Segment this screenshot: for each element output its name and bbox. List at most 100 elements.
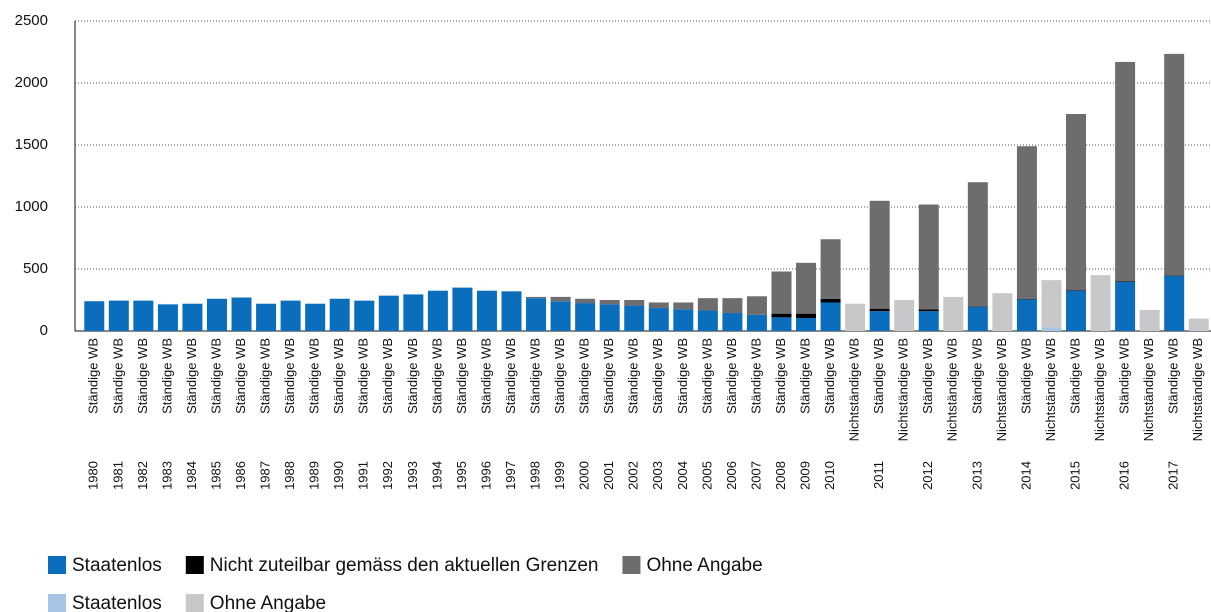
bar-segment	[918, 204, 939, 310]
bar-segment	[476, 290, 497, 331]
year-label: 2010	[822, 461, 837, 490]
year-label: 2011	[871, 461, 886, 489]
bar-segment	[967, 182, 988, 307]
y-tick-label: 0	[40, 322, 48, 339]
x-tick-label: Ständige WB	[626, 338, 641, 414]
x-tick-label: Ständige WB	[356, 338, 371, 414]
year-label: 1999	[552, 461, 567, 490]
year-label: 1986	[233, 461, 248, 490]
x-tick-label: Ständige WB	[773, 338, 788, 414]
x-tick-label: Ständige WB	[1018, 338, 1033, 414]
bar-segment	[746, 296, 767, 315]
bar-segment	[1090, 275, 1111, 331]
bar-segment	[992, 293, 1013, 331]
year-label: 2012	[920, 461, 935, 490]
bar-segment	[796, 262, 817, 314]
year-label: 1991	[356, 461, 371, 490]
year-label: 2002	[626, 461, 641, 490]
bar-segment	[526, 296, 547, 299]
legend-label: Staatenlos	[72, 593, 162, 612]
legend-label: Staatenlos	[72, 555, 162, 576]
bar-segment	[648, 302, 669, 309]
x-tick-label: Ständige WB	[1166, 338, 1181, 414]
x-tick-label: Ständige WB	[380, 338, 395, 414]
year-label: 1990	[331, 461, 346, 490]
bar-segment	[697, 310, 718, 331]
x-tick-label: Ständige WB	[86, 338, 101, 414]
x-tick-label: Ständige WB	[110, 338, 125, 414]
bar-segment	[918, 311, 939, 331]
x-tick-label: Ständige WB	[258, 338, 273, 414]
year-label: 1980	[86, 461, 101, 490]
x-tick-label: Ständige WB	[135, 338, 150, 414]
bar-segment	[796, 313, 817, 318]
x-tick-label: Ständige WB	[650, 338, 665, 414]
x-tick-label: Ständige WB	[478, 338, 493, 414]
bar-segment	[550, 296, 571, 302]
bar-segment	[1016, 146, 1037, 299]
bar-segment	[845, 303, 866, 331]
legend-swatch	[622, 556, 641, 574]
bar-segment	[648, 308, 669, 331]
bar-segment	[967, 306, 988, 331]
bar-segment	[182, 303, 203, 331]
x-tick-label: Nichtständige WB	[896, 338, 911, 441]
x-tick-label: Ständige WB	[307, 338, 322, 414]
bar-segment	[378, 295, 399, 331]
year-label: 2004	[675, 461, 690, 490]
bar-segment	[1041, 280, 1062, 328]
bar-segment	[1164, 275, 1185, 276]
bar-segment	[673, 309, 694, 331]
x-tick-label: Ständige WB	[454, 338, 469, 414]
bar-segment	[771, 317, 792, 331]
year-label: 1993	[405, 461, 420, 490]
bar-segment	[1066, 290, 1087, 331]
bar-segment	[1164, 275, 1185, 331]
year-label: 1992	[380, 461, 395, 490]
year-label: 2005	[699, 461, 714, 490]
bar-segment	[1066, 114, 1087, 291]
x-tick-label: Ständige WB	[577, 338, 592, 414]
x-tick-label: Ständige WB	[699, 338, 714, 414]
bar-segment	[108, 300, 129, 331]
x-tick-label: Ständige WB	[871, 338, 886, 414]
bar-segment	[305, 303, 326, 331]
y-tick-label: 2500	[15, 12, 48, 29]
bar-segment	[869, 200, 890, 309]
bar-segment	[452, 287, 473, 331]
x-tick-label: Ständige WB	[429, 338, 444, 414]
bar-segment	[1041, 327, 1062, 331]
x-tick-label: Nichtständige WB	[994, 338, 1009, 441]
year-label: 2015	[1067, 461, 1082, 490]
x-tick-label: Ständige WB	[331, 338, 346, 414]
bar-segment	[624, 305, 645, 331]
x-tick-label: Nichtständige WB	[1043, 338, 1058, 441]
bar-segment	[796, 317, 817, 331]
x-tick-label: Ständige WB	[920, 338, 935, 414]
bar-segment	[820, 239, 841, 299]
bar-segment	[943, 296, 964, 331]
bar-segment	[820, 302, 841, 331]
bar-segment	[231, 297, 252, 331]
bar-segment	[206, 298, 227, 331]
x-tick-label: Nichtständige WB	[1092, 338, 1107, 441]
x-tick-label: Ständige WB	[184, 338, 199, 414]
bar-segment	[84, 301, 105, 331]
year-label: 1983	[159, 461, 174, 490]
bar-segment	[722, 313, 743, 331]
x-tick-label: Nichtständige WB	[1190, 338, 1205, 441]
bar-segment	[501, 291, 522, 331]
bar-segment	[1115, 281, 1136, 283]
year-label: 2000	[577, 461, 592, 490]
bar-segment	[869, 308, 890, 312]
legend-swatch	[48, 594, 66, 612]
bar-segment	[599, 300, 620, 305]
year-label: 1982	[135, 461, 150, 490]
x-tick-label: Ständige WB	[724, 338, 739, 414]
legend-label: Ohne Angabe	[646, 555, 762, 576]
y-tick-label: 1500	[15, 136, 48, 153]
y-tick-label: 500	[23, 260, 48, 277]
legend-swatch	[48, 556, 66, 574]
x-tick-label: Ständige WB	[822, 338, 837, 414]
bar-segment	[256, 303, 277, 331]
